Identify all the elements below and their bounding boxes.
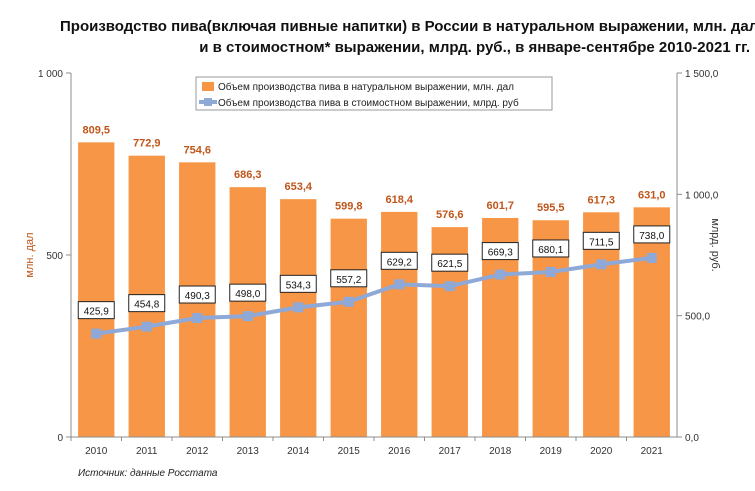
line-label-box (380, 251, 418, 270)
bar-value-label: 601,7 (486, 200, 514, 212)
line-point (495, 269, 506, 280)
legend-bar-swatch (202, 82, 214, 91)
chart-title-line-2: и в стоимостном* выражении, млрд. руб., … (199, 39, 750, 56)
line-label-box (582, 231, 620, 250)
line-label-box (77, 301, 115, 320)
line-label-box (633, 225, 671, 244)
line-label-box (481, 242, 519, 261)
line-value-label: 534,3 (286, 280, 311, 291)
line-point (192, 313, 203, 324)
x-tick-label: 2018 (489, 446, 512, 457)
x-tick-label: 2019 (540, 446, 563, 457)
bar-value-label: 599,8 (335, 201, 363, 213)
line-value-label: 557,2 (336, 275, 361, 286)
y-left-tick-label: 500 (46, 251, 63, 262)
line-value-label: 738,0 (639, 231, 664, 242)
line-point (242, 311, 253, 322)
x-tick-label: 2011 (136, 446, 158, 457)
y-left-tick-label: 0 (57, 433, 63, 444)
line-value-label: 425,9 (84, 307, 109, 318)
bar (633, 207, 670, 437)
y-right-tick-label: 1 000,0 (685, 190, 719, 201)
bar-value-label: 686,3 (234, 169, 262, 181)
line-value-label: 629,2 (387, 257, 412, 268)
x-tick-label: 2010 (85, 446, 108, 457)
line-value-label: 490,3 (185, 291, 210, 302)
value-series-line (95, 255, 653, 336)
line-point (91, 328, 102, 339)
line-label-box (431, 253, 469, 272)
line-point (394, 279, 405, 290)
y-right-tick-label: 500,0 (685, 312, 710, 323)
line-value-label: 454,8 (134, 300, 159, 311)
x-tick-label: 2012 (186, 446, 209, 457)
x-tick-label: 2015 (338, 446, 361, 457)
line-point (343, 296, 354, 307)
x-tick-label: 2013 (237, 446, 260, 457)
line-value-label: 498,0 (235, 289, 260, 300)
bar-value-label: 754,6 (183, 144, 211, 156)
x-tick-label: 2021 (641, 446, 664, 457)
line-point (141, 321, 152, 332)
bar-value-label: 576,6 (436, 209, 464, 221)
legend-bar-label: Объем производства пива в натуральном вы… (218, 81, 514, 93)
y-right-tick-label: 1 500,0 (685, 69, 719, 80)
y-left-tick-label: 1 000 (38, 69, 63, 80)
line-label-box (178, 285, 216, 304)
bar-value-label: 595,5 (537, 202, 565, 214)
x-tick-label: 2020 (590, 446, 613, 457)
legend-line-label: Объем производства пива в стоимостном вы… (218, 97, 519, 109)
bar-value-label: 631,0 (638, 189, 666, 201)
legend: Объем производства пива в натуральном вы… (195, 76, 553, 111)
x-tick-label: 2016 (388, 446, 411, 457)
bar (381, 211, 418, 437)
source-note: Источник: данные Росстата (78, 468, 218, 479)
plot-area: 0 500 1 000 0,0 500,0 1 000,0 1 500,0 млн. дал м… (24, 69, 721, 457)
y-right-tick-label: 0,0 (685, 433, 699, 444)
line-value-label: 669,3 (488, 248, 513, 259)
line-point (596, 259, 607, 270)
bar-value-label: 772,9 (133, 138, 161, 150)
bar-value-label: 617,3 (587, 194, 615, 206)
line-label-box (330, 269, 368, 288)
line-value-label: 680,1 (538, 245, 563, 256)
bar-value-label: 618,4 (385, 194, 413, 206)
bar-value-label: 653,4 (284, 181, 312, 193)
y-right-axis-title: млрд. руб. (709, 218, 721, 271)
line-value-label: 621,5 (437, 259, 462, 270)
line-point (444, 281, 455, 292)
line-point (545, 266, 556, 277)
line-label-box (532, 239, 570, 258)
x-tick-label: 2017 (439, 446, 462, 457)
line-point (646, 252, 657, 263)
line-value-label: 711,5 (589, 237, 614, 248)
legend-box (195, 76, 553, 111)
legend-line-marker (204, 98, 212, 106)
bar (330, 218, 367, 437)
line-point (293, 302, 304, 313)
x-tick-label: 2014 (287, 446, 310, 457)
line-label-box (128, 294, 166, 313)
bar-value-label: 809,5 (82, 124, 110, 136)
y-left-axis-title: млн. дал (24, 232, 36, 277)
line-label-box (279, 274, 317, 293)
chart-title: Производство пива(включая пивные напитки… (60, 16, 755, 58)
bar (280, 199, 317, 437)
line-label-box (229, 283, 267, 302)
chart-title-line-1: Производство пива(включая пивные напитки… (60, 18, 755, 35)
bar (78, 142, 115, 438)
